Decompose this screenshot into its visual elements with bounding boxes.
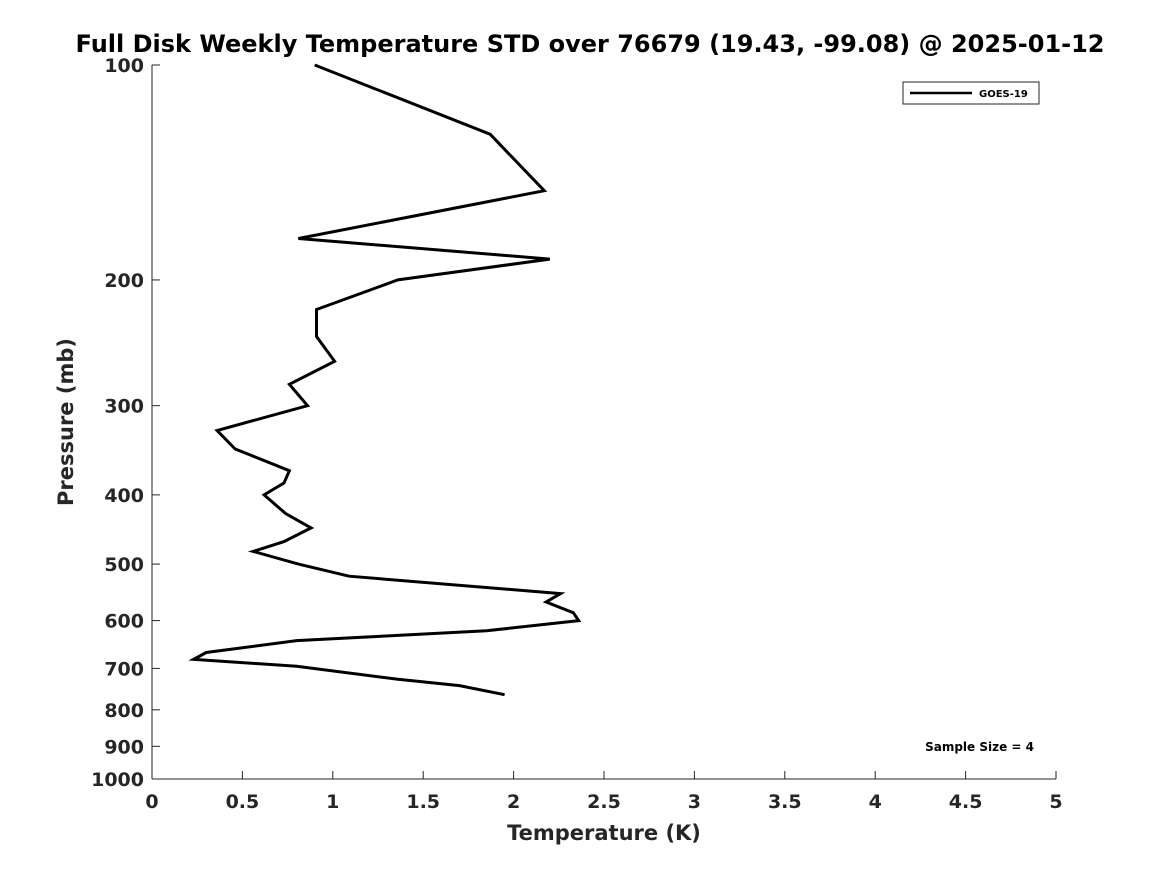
sample-size-annotation: Sample Size = 4	[925, 740, 1034, 754]
y-tick-label: 200	[104, 270, 144, 292]
y-tick-label: 400	[104, 485, 144, 507]
series-line-goes-19	[188, 63, 582, 697]
legend: GOES-19	[902, 81, 1040, 105]
y-tick-label: 900	[104, 736, 144, 758]
y-tick-label: 500	[104, 554, 144, 576]
x-tick-label: 2.5	[587, 791, 621, 813]
x-tick-label: 4	[869, 791, 882, 813]
chart-title: Full Disk Weekly Temperature STD over 76…	[76, 30, 1105, 58]
y-tick-label: 700	[104, 658, 144, 680]
x-tick-label: 1	[326, 791, 339, 813]
y-axis-label: Pressure (mb)	[54, 338, 78, 506]
series-group	[188, 63, 582, 697]
x-ticks: 0 0.5 1 1.5 2 2.5 3 3.5 4 4.5 5	[145, 771, 1063, 813]
y-ticks: 100 200 300 400 500 600 700 800 900 1000	[91, 55, 160, 791]
y-tick-label: 600	[104, 611, 144, 633]
legend-label-goes-19: GOES-19	[979, 89, 1028, 100]
y-tick-label: 100	[104, 55, 144, 77]
x-tick-label: 1.5	[406, 791, 440, 813]
x-tick-label: 2	[507, 791, 520, 813]
y-tick-label: 800	[104, 700, 144, 722]
y-tick-label: 1000	[91, 769, 144, 791]
x-axis-label: Temperature (K)	[507, 821, 701, 845]
x-tick-label: 3	[688, 791, 701, 813]
x-tick-label: 5	[1049, 791, 1062, 813]
x-tick-label: 4.5	[949, 791, 983, 813]
x-tick-label: 0	[145, 791, 158, 813]
x-tick-label: 3.5	[768, 791, 802, 813]
y-tick-label: 300	[104, 396, 144, 418]
x-tick-label: 0.5	[226, 791, 260, 813]
plot-area: 0 0.5 1 1.5 2 2.5 3 3.5 4 4.5 5 100 200 300 400 500 600…	[91, 55, 1063, 813]
